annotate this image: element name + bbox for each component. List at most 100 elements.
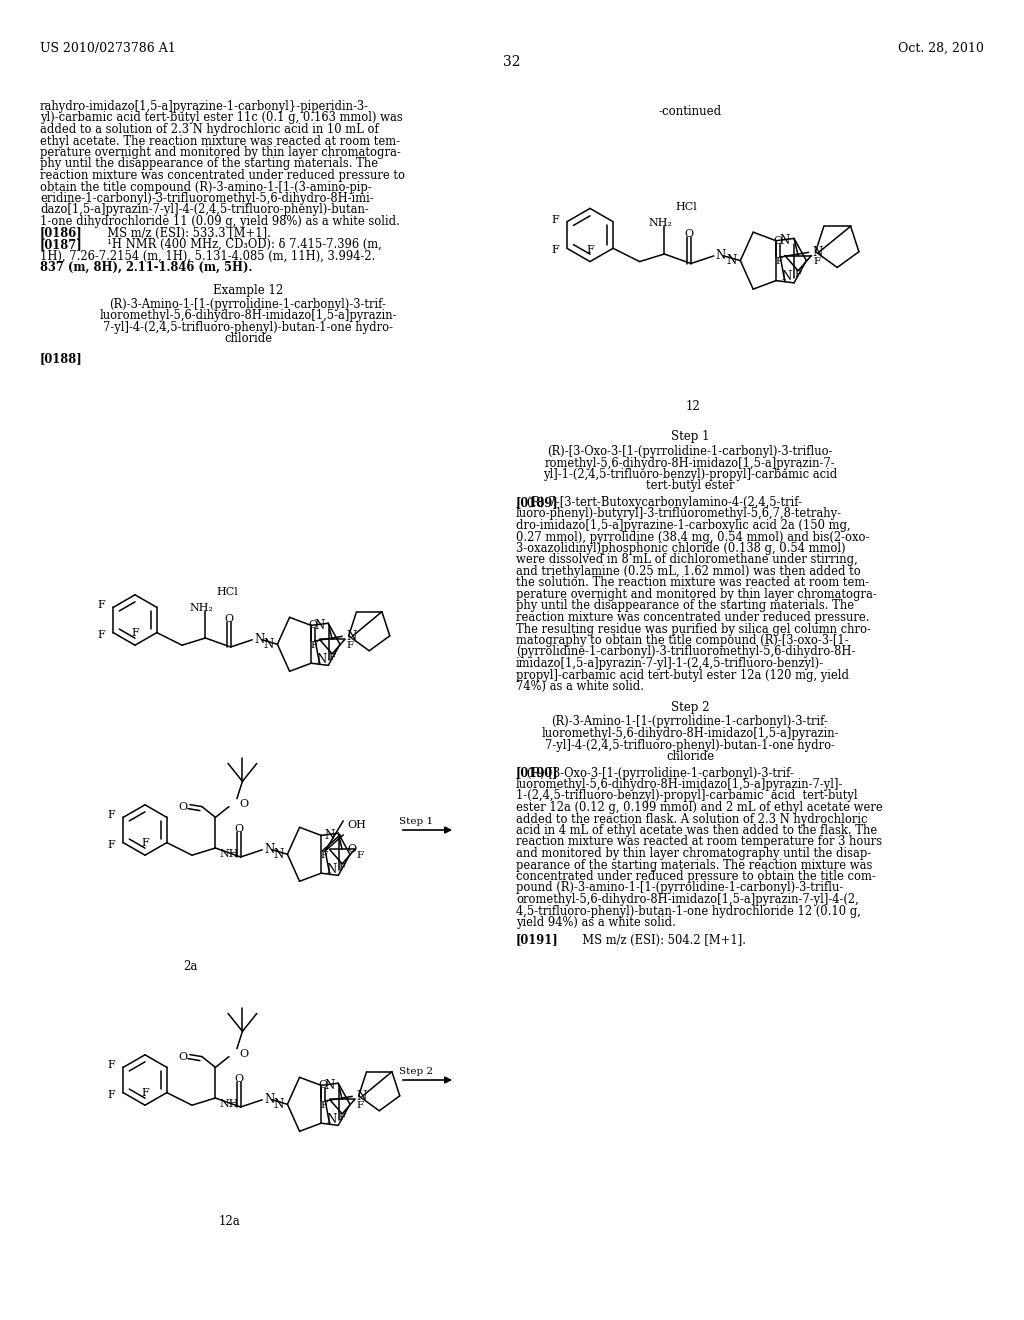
Text: F: F [329,653,336,661]
Text: acid in 4 mL of ethyl acetate was then added to the flask. The: acid in 4 mL of ethyl acetate was then a… [516,824,878,837]
Text: The resulting residue was purified by silica gel column chro-: The resulting residue was purified by si… [516,623,870,635]
Text: N: N [264,843,274,857]
Text: ¹H NMR (400 MHz, CD₃OD): δ 7.415-7.396 (m,: ¹H NMR (400 MHz, CD₃OD): δ 7.415-7.396 (… [100,238,382,251]
Text: phy until the disappearance of the starting materials. The: phy until the disappearance of the start… [40,157,378,170]
Text: O: O [239,1048,248,1059]
Text: obtain the title compound (R)-3-amino-1-[1-(3-amino-pip-: obtain the title compound (R)-3-amino-1-… [40,181,372,194]
Text: dro-imidazo[1,5-a]pyrazine-1-carboxylic acid 2a (150 mg,: dro-imidazo[1,5-a]pyrazine-1-carboxylic … [516,519,851,532]
Text: were dissolved in 8 mL of dichloromethane under stirring,: were dissolved in 8 mL of dichloromethan… [516,553,858,566]
Text: F: F [586,244,594,255]
Text: MS m/z (ESI): 504.2 [M+1].: MS m/z (ESI): 504.2 [M+1]. [575,933,746,946]
Text: ethyl acetate. The reaction mixture was reacted at room tem-: ethyl acetate. The reaction mixture was … [40,135,400,148]
Text: N: N [326,1113,336,1126]
Text: O: O [774,236,782,246]
Text: propyl]-carbamic acid tert-butyl ester 12a (120 mg, yield: propyl]-carbamic acid tert-butyl ester 1… [516,668,849,681]
Text: F: F [108,810,115,821]
Text: F: F [108,1060,115,1071]
Text: N: N [326,863,336,876]
Text: MS m/z (ESI): 533.3 [M+1].: MS m/z (ESI): 533.3 [M+1]. [100,227,271,239]
Text: dazo[1,5-a]pyrazin-7-yl]-4-(2,4,5-trifluoro-phenyl)-butan-: dazo[1,5-a]pyrazin-7-yl]-4-(2,4,5-triflu… [40,203,369,216]
Text: (R)-3-Amino-1-[1-(pyrrolidine-1-carbonyl)-3-trif-: (R)-3-Amino-1-[1-(pyrrolidine-1-carbonyl… [552,715,828,729]
Text: luoromethyl-5,6-dihydro-8H-imidazo[1,5-a]pyrazin-: luoromethyl-5,6-dihydro-8H-imidazo[1,5-a… [99,309,396,322]
Text: F: F [356,1101,364,1110]
Text: O: O [318,1080,328,1090]
Text: perature overnight and monitored by thin layer chromatogra-: perature overnight and monitored by thin… [40,147,400,158]
Text: added to the reaction flask. A solution of 2.3 N hydrochloric: added to the reaction flask. A solution … [516,813,867,825]
Text: Example 12: Example 12 [213,284,283,297]
Text: F: F [346,642,353,649]
Text: reaction mixture was reacted at room temperature for 3 hours: reaction mixture was reacted at room tem… [516,836,882,849]
Text: the solution. The reaction mixture was reacted at room tem-: the solution. The reaction mixture was r… [516,577,869,590]
Text: F: F [813,257,820,267]
Text: [0188]: [0188] [40,352,83,366]
Text: F: F [339,1113,346,1122]
Text: eridine-1-carbonyl)-3-trifluoromethyl-5,6-dihydro-8H-imi-: eridine-1-carbonyl)-3-trifluoromethyl-5,… [40,191,374,205]
Text: 1H), 7.26-7.2154 (m, 1H), 5.131-4.085 (m, 11H), 3.994-2.: 1H), 7.26-7.2154 (m, 1H), 5.131-4.085 (m… [40,249,376,263]
Text: HCl: HCl [216,587,239,597]
Text: F: F [310,642,317,649]
Text: OH: OH [347,820,367,830]
Text: N: N [324,1078,334,1092]
Text: F: F [339,863,346,871]
Text: chloride: chloride [224,333,272,346]
Text: O: O [179,1052,188,1061]
Text: 12a: 12a [219,1214,241,1228]
Text: Step 1: Step 1 [399,817,433,826]
Text: chloride: chloride [666,750,714,763]
Text: O: O [684,228,693,239]
Text: pearance of the starting materials. The reaction mixture was: pearance of the starting materials. The … [516,858,872,871]
Text: Step 2: Step 2 [399,1067,433,1076]
Text: O: O [234,1073,243,1084]
Text: N: N [316,653,327,665]
Text: N: N [264,1093,274,1106]
Text: F: F [356,851,364,859]
Text: N: N [273,1098,284,1111]
Text: N: N [356,1090,367,1104]
Text: F: F [775,257,782,267]
Text: ester 12a (0.12 g, 0.199 mmol) and 2 mL of ethyl acetate were: ester 12a (0.12 g, 0.199 mmol) and 2 mL … [516,801,883,814]
Text: N: N [726,255,736,267]
Text: F: F [141,1088,148,1098]
Text: matography to obtain the title compound (R)-[3-oxo-3-[1-: matography to obtain the title compound … [516,634,849,647]
Text: [0189]: [0189] [516,496,559,510]
Text: F: F [321,1101,328,1110]
Text: (R)-[3-Oxo-3-[1-(pyrrolidine-1-carbonyl)-3-trifluo-: (R)-[3-Oxo-3-[1-(pyrrolidine-1-carbonyl)… [547,445,833,458]
Text: N: N [324,829,334,842]
Text: F: F [108,840,115,850]
Text: (R)-7-[3-tert-Butoxycarbonylamino-4-(2,4,5-trif-: (R)-7-[3-tert-Butoxycarbonylamino-4-(2,4… [516,496,802,510]
Text: Step 1: Step 1 [671,430,710,444]
Text: N: N [263,638,273,651]
Text: added to a solution of 2.3 N hydrochloric acid in 10 mL of: added to a solution of 2.3 N hydrochlori… [40,123,379,136]
Text: O: O [179,801,188,812]
Text: 3-oxazolidinyl)phosphonic chloride (0.138 g, 0.54 mmol): 3-oxazolidinyl)phosphonic chloride (0.13… [516,543,846,554]
Text: luoromethyl-5,6-dihydro-8H-imidazo[1,5-a]pyrazin-: luoromethyl-5,6-dihydro-8H-imidazo[1,5-a… [542,727,839,741]
Text: luoromethyl-5,6-dihydro-8H-imidazo[1,5-a]pyrazin-7-yl]-: luoromethyl-5,6-dihydro-8H-imidazo[1,5-a… [516,777,844,791]
Text: NH: NH [219,1100,239,1109]
Text: 4,5-trifluoro-phenyl)-butan-1-one hydrochloride 12 (0.10 g,: 4,5-trifluoro-phenyl)-butan-1-one hydroc… [516,904,861,917]
Text: Step 2: Step 2 [671,701,710,714]
Text: luoro-phenyl)-butyryl]-3-trifluoromethyl-5,6,7,8-tetrahy-: luoro-phenyl)-butyryl]-3-trifluoromethyl… [516,507,842,520]
Text: 7-yl]-4-(2,4,5-trifluoro-phenyl)-butan-1-one hydro-: 7-yl]-4-(2,4,5-trifluoro-phenyl)-butan-1… [103,321,393,334]
Text: F: F [795,269,802,279]
Text: and monitored by thin layer chromatography until the disap-: and monitored by thin layer chromatograp… [516,847,871,861]
Text: N: N [781,271,792,284]
Text: reaction mixture was concentrated under reduced pressure.: reaction mixture was concentrated under … [516,611,869,624]
Text: pound (R)-3-amino-1-[1-(pyrrolidine-1-carbonyl)-3-triflu-: pound (R)-3-amino-1-[1-(pyrrolidine-1-ca… [516,882,843,895]
Text: perature overnight and monitored by thin layer chromatogra-: perature overnight and monitored by thin… [516,587,877,601]
Text: US 2010/0273786 A1: US 2010/0273786 A1 [40,42,176,55]
Text: F: F [551,246,559,255]
Text: F: F [141,838,148,849]
Text: (R)-[3-Oxo-3-[1-(pyrrolidine-1-carbonyl)-3-trif-: (R)-[3-Oxo-3-[1-(pyrrolidine-1-carbonyl)… [516,767,794,780]
Text: 12: 12 [686,400,700,413]
Text: N: N [314,619,325,632]
Text: 0.27 mmol), pyrrolidine (38.4 mg, 0.54 mmol) and bis(2-oxo-: 0.27 mmol), pyrrolidine (38.4 mg, 0.54 m… [516,531,869,544]
Text: yl)-carbamic acid tert-butyl ester 11c (0.1 g, 0.163 mmol) was: yl)-carbamic acid tert-butyl ester 11c (… [40,111,402,124]
Text: O: O [308,620,317,630]
Text: F: F [97,601,105,610]
Text: rahydro-imidazo[1,5-a]pyrazine-1-carbonyl}-piperidin-3-: rahydro-imidazo[1,5-a]pyrazine-1-carbony… [40,100,369,114]
Text: 32: 32 [503,55,521,69]
Text: F: F [321,851,328,859]
Text: yield 94%) as a white solid.: yield 94%) as a white solid. [516,916,676,929]
Text: 2a: 2a [183,960,198,973]
Text: N: N [779,234,790,247]
